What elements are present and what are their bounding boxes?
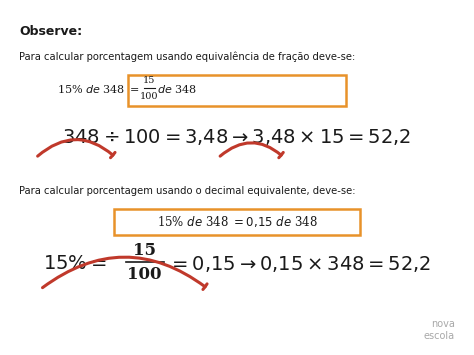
Text: nova
escola: nova escola	[424, 319, 455, 341]
Text: 15: 15	[143, 76, 155, 86]
FancyBboxPatch shape	[128, 75, 346, 105]
Text: Para calcular porcentagem usando equivalência de fração deve-se:: Para calcular porcentagem usando equival…	[19, 51, 355, 62]
Text: $15\% =$: $15\% =$	[43, 256, 106, 273]
Text: 100: 100	[128, 266, 162, 283]
Text: Para calcular porcentagem usando o decimal equivalente, deve-se:: Para calcular porcentagem usando o decim…	[19, 186, 355, 196]
Text: Observe:: Observe:	[19, 25, 82, 38]
Text: 15: 15	[133, 242, 156, 260]
Text: 15% $\mathit{de}$ 348 $=$: 15% $\mathit{de}$ 348 $=$	[57, 83, 140, 95]
Text: 15% $\mathit{de}$ 348 $= 0{,}15$ $\mathit{de}$ 348: 15% $\mathit{de}$ 348 $= 0{,}15$ $\mathi…	[156, 214, 318, 229]
Text: $\mathit{de}$ 348: $\mathit{de}$ 348	[157, 83, 197, 95]
Text: $= 0{,}15 \rightarrow 0{,}15 \times 348 = 52{,}2$: $= 0{,}15 \rightarrow 0{,}15 \times 348 …	[168, 255, 431, 274]
Text: $348 \div 100 = 3{,}48 \rightarrow 3{,}48 \times 15 = 52{,}2$: $348 \div 100 = 3{,}48 \rightarrow 3{,}4…	[63, 127, 411, 147]
FancyBboxPatch shape	[114, 209, 360, 235]
Text: 100: 100	[140, 92, 159, 102]
